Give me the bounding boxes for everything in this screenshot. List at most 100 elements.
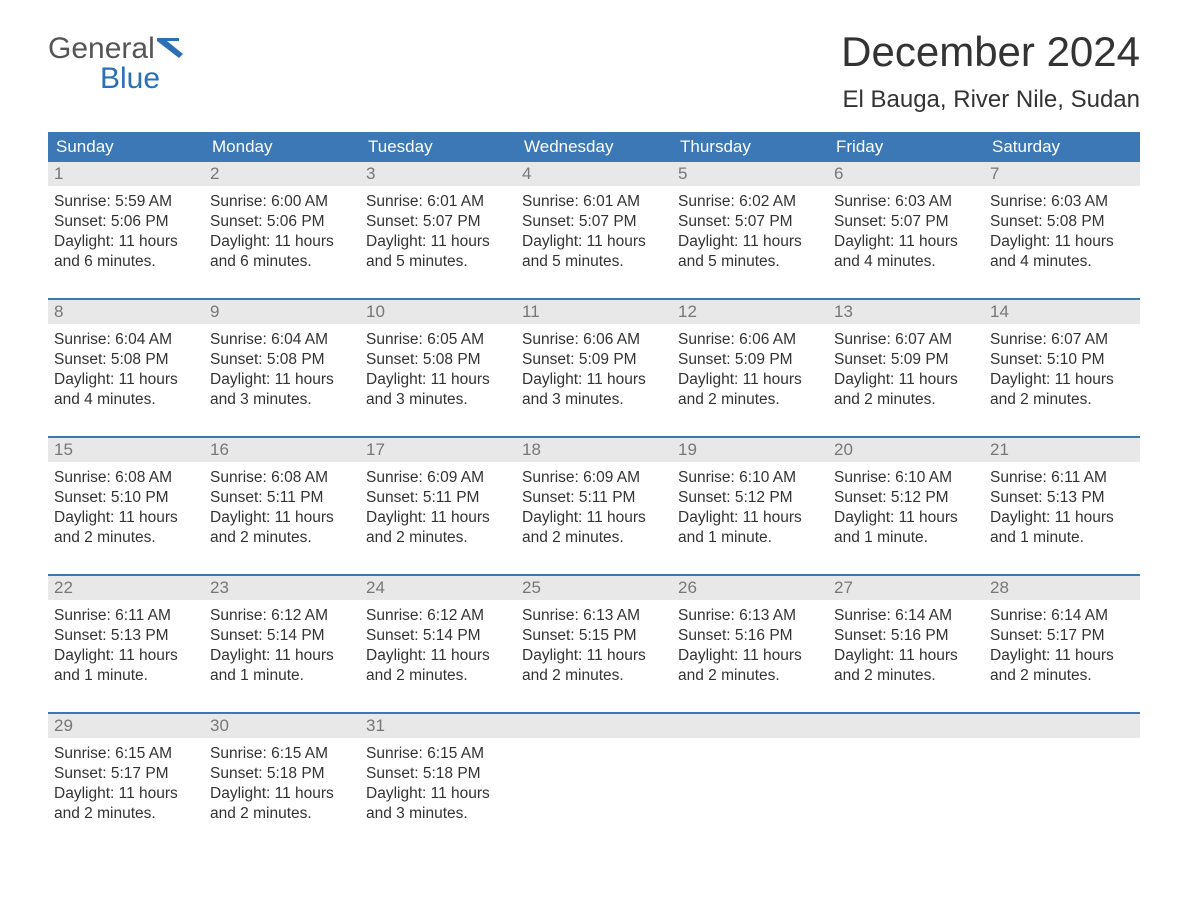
day-body: Sunrise: 6:11 AMSunset: 5:13 PMDaylight:… xyxy=(48,600,204,689)
calendar-day: 5Sunrise: 6:02 AMSunset: 5:07 PMDaylight… xyxy=(672,162,828,280)
day-body: Sunrise: 6:07 AMSunset: 5:10 PMDaylight:… xyxy=(984,324,1140,413)
sunset-line: Sunset: 5:13 PM xyxy=(54,626,198,646)
day-number-row: 28 xyxy=(984,576,1140,600)
calendar-day: 9Sunrise: 6:04 AMSunset: 5:08 PMDaylight… xyxy=(204,300,360,418)
calendar-day: 8Sunrise: 6:04 AMSunset: 5:08 PMDaylight… xyxy=(48,300,204,418)
calendar-day: 11Sunrise: 6:06 AMSunset: 5:09 PMDayligh… xyxy=(516,300,672,418)
sunset-line: Sunset: 5:16 PM xyxy=(834,626,978,646)
sunset-line: Sunset: 5:15 PM xyxy=(522,626,666,646)
day-number-row: 14 xyxy=(984,300,1140,324)
page-header: General Blue December 2024 El Bauga, Riv… xyxy=(48,28,1140,114)
day-number: 2 xyxy=(210,164,219,183)
sunset-line: Sunset: 5:14 PM xyxy=(366,626,510,646)
logo-flag-icon xyxy=(157,34,183,64)
calendar-day: 21Sunrise: 6:11 AMSunset: 5:13 PMDayligh… xyxy=(984,438,1140,556)
sunrise-line: Sunrise: 6:00 AM xyxy=(210,192,354,212)
daylight-line: Daylight: 11 hours and 1 minute. xyxy=(678,508,822,548)
day-number-row: 17 xyxy=(360,438,516,462)
calendar-day: 12Sunrise: 6:06 AMSunset: 5:09 PMDayligh… xyxy=(672,300,828,418)
calendar-day: 4Sunrise: 6:01 AMSunset: 5:07 PMDaylight… xyxy=(516,162,672,280)
day-number-row: 3 xyxy=(360,162,516,186)
daylight-line: Daylight: 11 hours and 2 minutes. xyxy=(210,508,354,548)
day-number: 6 xyxy=(834,164,843,183)
sunrise-line: Sunrise: 6:15 AM xyxy=(54,744,198,764)
day-body: Sunrise: 6:07 AMSunset: 5:09 PMDaylight:… xyxy=(828,324,984,413)
day-number-row: 31 xyxy=(360,714,516,738)
sunset-line: Sunset: 5:16 PM xyxy=(678,626,822,646)
day-number: 16 xyxy=(210,440,229,459)
calendar-day: 28 Sunrise: 6:14 AMSunset: 5:17 PMDayligh… xyxy=(984,576,1140,694)
day-number: 31 xyxy=(366,716,385,735)
day-number-row: 12 xyxy=(672,300,828,324)
day-number: 18 xyxy=(522,440,541,459)
calendar-day: 15Sunrise: 6:08 AMSunset: 5:10 PMDayligh… xyxy=(48,438,204,556)
day-number: 11 xyxy=(522,302,540,321)
sunset-line: Sunset: 5:17 PM xyxy=(990,626,1134,646)
sunrise-line: Sunrise: 6:12 AM xyxy=(210,606,354,626)
day-number: 8 xyxy=(54,302,63,321)
calendar-day: 31Sunrise: 6:15 AMSunset: 5:18 PMDayligh… xyxy=(360,714,516,832)
sunset-line: Sunset: 5:11 PM xyxy=(366,488,510,508)
daylight-line: Daylight: 11 hours and 2 minutes. xyxy=(990,646,1134,686)
day-number-row: 6 xyxy=(828,162,984,186)
daylight-line: Daylight: 11 hours and 2 minutes. xyxy=(54,784,198,824)
logo-word-general: General xyxy=(48,32,155,65)
day-number-row: 22 xyxy=(48,576,204,600)
day-body: Sunrise: 6:08 AMSunset: 5:11 PMDaylight:… xyxy=(204,462,360,551)
sunrise-line: Sunrise: 6:14 AM xyxy=(990,606,1134,626)
sunrise-line: Sunrise: 6:09 AM xyxy=(522,468,666,488)
sunset-line: Sunset: 5:08 PM xyxy=(990,212,1134,232)
day-body: Sunrise: 6:14 AMSunset: 5:16 PMDaylight:… xyxy=(828,600,984,689)
day-number: 23 xyxy=(210,578,229,597)
daylight-line: Daylight: 11 hours and 5 minutes. xyxy=(678,232,822,272)
calendar-day: 24Sunrise: 6:12 AMSunset: 5:14 PMDayligh… xyxy=(360,576,516,694)
daylight-line: Daylight: 11 hours and 2 minutes. xyxy=(522,646,666,686)
day-number: 10 xyxy=(366,302,385,321)
daylight-line: Daylight: 11 hours and 1 minute. xyxy=(834,508,978,548)
calendar-day: 29Sunrise: 6:15 AMSunset: 5:17 PMDayligh… xyxy=(48,714,204,832)
day-number: 15 xyxy=(54,440,73,459)
day-number: 22 xyxy=(54,578,73,597)
day-number: 21 xyxy=(990,440,1009,459)
calendar-day: 19Sunrise: 6:10 AMSunset: 5:12 PMDayligh… xyxy=(672,438,828,556)
day-number-row: 2 xyxy=(204,162,360,186)
title-block: December 2024 El Bauga, River Nile, Suda… xyxy=(841,28,1140,114)
calendar-day: . xyxy=(516,714,672,832)
day-body: Sunrise: 6:13 AMSunset: 5:16 PMDaylight:… xyxy=(672,600,828,689)
sunrise-line: Sunrise: 6:04 AM xyxy=(54,330,198,350)
day-number-row: . xyxy=(828,714,984,738)
day-number-row: 11 xyxy=(516,300,672,324)
day-number: 30 xyxy=(210,716,229,735)
calendar-day: 16 Sunrise: 6:08 AMSunset: 5:11 PMDayligh… xyxy=(204,438,360,556)
day-body: Sunrise: 6:09 AMSunset: 5:11 PMDaylight:… xyxy=(360,462,516,551)
day-number-row: 27 xyxy=(828,576,984,600)
sunset-line: Sunset: 5:06 PM xyxy=(210,212,354,232)
daylight-line: Daylight: 11 hours and 2 minutes. xyxy=(678,646,822,686)
sunrise-line: Sunrise: 6:13 AM xyxy=(522,606,666,626)
day-body: Sunrise: 6:10 AMSunset: 5:12 PMDaylight:… xyxy=(828,462,984,551)
day-number: 7 xyxy=(990,164,999,183)
calendar-day: 6 Sunrise: 6:03 AMSunset: 5:07 PMDaylight… xyxy=(828,162,984,280)
day-body: Sunrise: 6:03 AMSunset: 5:07 PMDaylight:… xyxy=(828,186,984,275)
day-number: 5 xyxy=(678,164,687,183)
sunrise-line: Sunrise: 6:08 AM xyxy=(210,468,354,488)
calendar-header-cell: Wednesday xyxy=(516,132,672,162)
sunset-line: Sunset: 5:09 PM xyxy=(678,350,822,370)
calendar-week: 15Sunrise: 6:08 AMSunset: 5:10 PMDayligh… xyxy=(48,436,1140,556)
daylight-line: Daylight: 11 hours and 2 minutes. xyxy=(834,646,978,686)
day-number-row: 10 xyxy=(360,300,516,324)
location-text: El Bauga, River Nile, Sudan xyxy=(841,86,1140,114)
sunset-line: Sunset: 5:10 PM xyxy=(990,350,1134,370)
calendar-day: . xyxy=(828,714,984,832)
calendar-week: 1Sunrise: 5:59 AMSunset: 5:06 PMDaylight… xyxy=(48,162,1140,280)
sunrise-line: Sunrise: 6:09 AM xyxy=(366,468,510,488)
daylight-line: Daylight: 11 hours and 2 minutes. xyxy=(54,508,198,548)
day-number-row: . xyxy=(516,714,672,738)
logo-word-blue: Blue xyxy=(48,62,160,95)
calendar-day: 14Sunrise: 6:07 AMSunset: 5:10 PMDayligh… xyxy=(984,300,1140,418)
calendar-day: 1Sunrise: 5:59 AMSunset: 5:06 PMDaylight… xyxy=(48,162,204,280)
day-number-row: 9 xyxy=(204,300,360,324)
sunrise-line: Sunrise: 6:03 AM xyxy=(834,192,978,212)
day-number-row: 29 xyxy=(48,714,204,738)
sunset-line: Sunset: 5:11 PM xyxy=(210,488,354,508)
